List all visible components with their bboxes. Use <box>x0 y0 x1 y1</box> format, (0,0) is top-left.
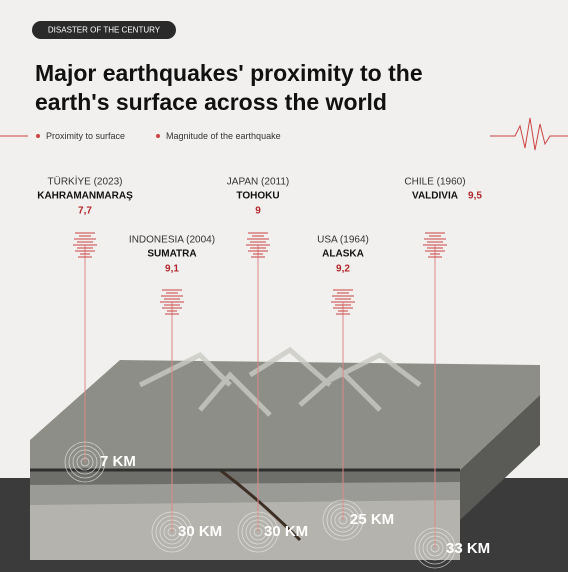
tag-pill <box>32 21 176 39</box>
depth: 33 KM <box>446 540 490 557</box>
legend-dot <box>36 134 40 138</box>
layer-front-3 <box>30 500 460 560</box>
city: VALDIVIA <box>412 191 458 202</box>
mountains <box>138 346 422 417</box>
place: USA (1964) <box>317 235 369 246</box>
wave <box>490 117 568 151</box>
city: TOHOKU <box>236 191 279 202</box>
city: SUMATRA <box>147 249 196 260</box>
depth: 7 KM <box>100 453 136 470</box>
fault <box>219 468 302 542</box>
terrain-top <box>30 360 540 470</box>
place: JAPAN (2011) <box>227 177 289 188</box>
title-line: Major earthquakes' proximity to the <box>35 60 423 86</box>
magnitude: 9 <box>255 206 261 217</box>
legend-label: Magnitude of the earthquake <box>166 131 281 141</box>
tag: DISASTER OF THE CENTURY <box>48 26 161 35</box>
depth: 30 KM <box>264 523 308 540</box>
city: ALASKA <box>322 249 364 260</box>
legend-label: Proximity to surface <box>46 131 125 141</box>
place: TÜRKİYE (2023) <box>47 175 122 188</box>
magnitude: 9,1 <box>165 264 179 275</box>
layer-side-1 <box>460 395 540 520</box>
place: CHILE (1960) <box>404 177 465 188</box>
depth: 25 KM <box>350 511 394 528</box>
magnitude: 7,7 <box>78 206 92 217</box>
place: INDONESIA (2004) <box>129 235 215 246</box>
magnitude: 9,2 <box>336 264 350 275</box>
title-line: earth's surface across the world <box>35 89 387 115</box>
city: KAHRAMANMARAŞ <box>37 191 133 202</box>
magnitude: 9,5 <box>468 191 482 202</box>
legend-dot <box>156 134 160 138</box>
depth: 30 KM <box>178 523 222 540</box>
